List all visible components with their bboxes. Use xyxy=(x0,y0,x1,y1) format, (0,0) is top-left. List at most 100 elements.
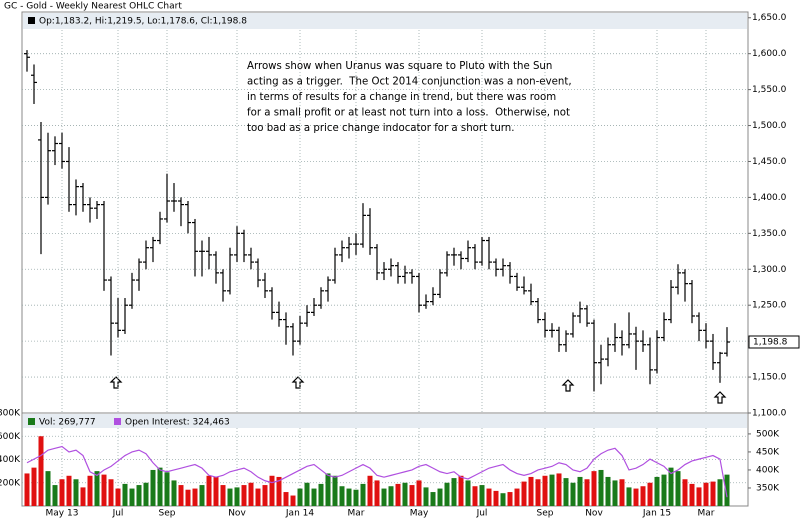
legend-swatch xyxy=(28,17,35,24)
up-arrow xyxy=(291,376,305,389)
volume-bar xyxy=(248,482,254,506)
x-tick-label: Sep xyxy=(159,509,176,519)
volume-bar xyxy=(143,482,149,506)
volume-bar xyxy=(297,488,303,506)
y-tick-label: 1,350.0 xyxy=(752,229,787,239)
volume-bar xyxy=(724,474,730,506)
volume-bar xyxy=(682,479,688,506)
volume-bar xyxy=(500,493,506,506)
volume-bar xyxy=(388,486,394,506)
y-tick-label: 1,500.0 xyxy=(752,121,787,131)
volume-bar xyxy=(262,485,268,506)
volume-bar xyxy=(66,475,72,506)
volume-bar xyxy=(38,436,44,506)
volume-bar xyxy=(409,485,415,506)
legend-text: Op:1,183.2, Hi:1,219.5, Lo:1,178.6, Cl:1… xyxy=(39,17,247,27)
volume-bar xyxy=(332,475,338,506)
y-tick-label: 1,250.0 xyxy=(752,301,787,311)
y-tick-label: 1,100.0 xyxy=(752,409,787,419)
volume-bar xyxy=(416,480,422,506)
volume-bar xyxy=(234,487,240,506)
x-tick-label: Nov xyxy=(585,509,603,519)
volume-bar xyxy=(129,488,135,506)
volume-bar xyxy=(703,482,709,506)
legend-swatch xyxy=(114,418,121,425)
volume-bar xyxy=(598,469,604,506)
volume-bar xyxy=(136,485,142,506)
volume-bar xyxy=(696,487,702,506)
volume-bar xyxy=(584,479,590,506)
y-tick-label: 1,150.0 xyxy=(752,373,787,383)
annotation: acting as a trigger. The Oct 2014 conjun… xyxy=(247,77,572,88)
volume-bar xyxy=(668,467,674,506)
volume-bar xyxy=(185,489,191,506)
volume-bar xyxy=(115,488,121,506)
volume-bar xyxy=(318,483,324,506)
y2-tick-label: 400K xyxy=(756,465,780,475)
volume-bar xyxy=(661,474,667,506)
annotation: too bad as a price change indocator for … xyxy=(247,123,515,134)
volume-bar xyxy=(626,487,632,506)
volume-bar xyxy=(465,480,471,506)
volume-bar xyxy=(570,482,576,506)
volume-bar xyxy=(605,476,611,506)
volume-bar xyxy=(269,475,275,506)
volume-bar xyxy=(591,471,597,506)
volume-bar xyxy=(479,485,485,506)
volume-bar xyxy=(304,482,310,506)
volume-bar xyxy=(654,476,660,506)
volume-bar xyxy=(59,479,65,506)
x-tick-label: Sep xyxy=(537,509,554,519)
annotation: in terms of results for a change in tren… xyxy=(247,92,556,103)
volume-bar xyxy=(325,473,331,506)
legend-swatch xyxy=(28,418,35,425)
last-price-label: 1,198.8 xyxy=(753,337,788,347)
open-interest-line xyxy=(26,445,728,498)
volume-bar xyxy=(213,476,219,506)
legend-entry: Vol: 269,777 xyxy=(39,418,96,428)
volume-bar xyxy=(157,467,163,506)
volume-bar xyxy=(73,479,79,506)
legend-strip xyxy=(23,13,747,29)
x-tick-label: Jul xyxy=(476,509,488,519)
annotation: for a small profit or at least not turn … xyxy=(247,108,570,119)
volume-bar xyxy=(633,488,639,506)
volume-bar xyxy=(640,486,646,506)
y-tick-label: 200K xyxy=(0,478,21,488)
volume-bar xyxy=(87,475,93,506)
y-tick-label: 1,450.0 xyxy=(752,157,787,167)
volume-bar xyxy=(549,474,555,506)
annotation: Arrows show when Uranus was square to Pl… xyxy=(247,61,552,72)
volume-bar xyxy=(675,471,681,506)
y-tick-label: 800K xyxy=(0,409,21,419)
up-arrow xyxy=(561,379,575,392)
volume-bar xyxy=(619,479,625,506)
y-tick-label: 1,400.0 xyxy=(752,193,787,203)
volume-bar xyxy=(101,474,107,506)
x-tick-label: Nov xyxy=(228,509,246,519)
volume-bar xyxy=(647,482,653,506)
x-tick-label: Jan 15 xyxy=(642,509,671,519)
volume-bar xyxy=(255,488,261,506)
volume-bar xyxy=(283,492,289,506)
volume-bar xyxy=(402,482,408,506)
volume-bar xyxy=(311,488,317,506)
volume-bar xyxy=(542,475,548,506)
arrows xyxy=(109,376,727,404)
y-tick-label: 1,600.0 xyxy=(752,49,787,59)
volume-bar xyxy=(374,480,380,506)
volume-bar xyxy=(24,473,30,506)
x-tick-label: Mar xyxy=(348,509,365,519)
y-tick-label: 1,650.0 xyxy=(752,13,787,23)
y-tick-label: 600K xyxy=(0,432,21,442)
up-arrow xyxy=(109,376,123,389)
volume-bar xyxy=(227,488,233,506)
volume-bar xyxy=(556,473,562,506)
volume-bar xyxy=(45,471,51,506)
volume-bar xyxy=(437,488,443,506)
x-tick-label: May 13 xyxy=(46,509,79,519)
volume-bar xyxy=(192,488,198,506)
volume-bar xyxy=(122,483,128,506)
volume-bar xyxy=(710,481,716,506)
